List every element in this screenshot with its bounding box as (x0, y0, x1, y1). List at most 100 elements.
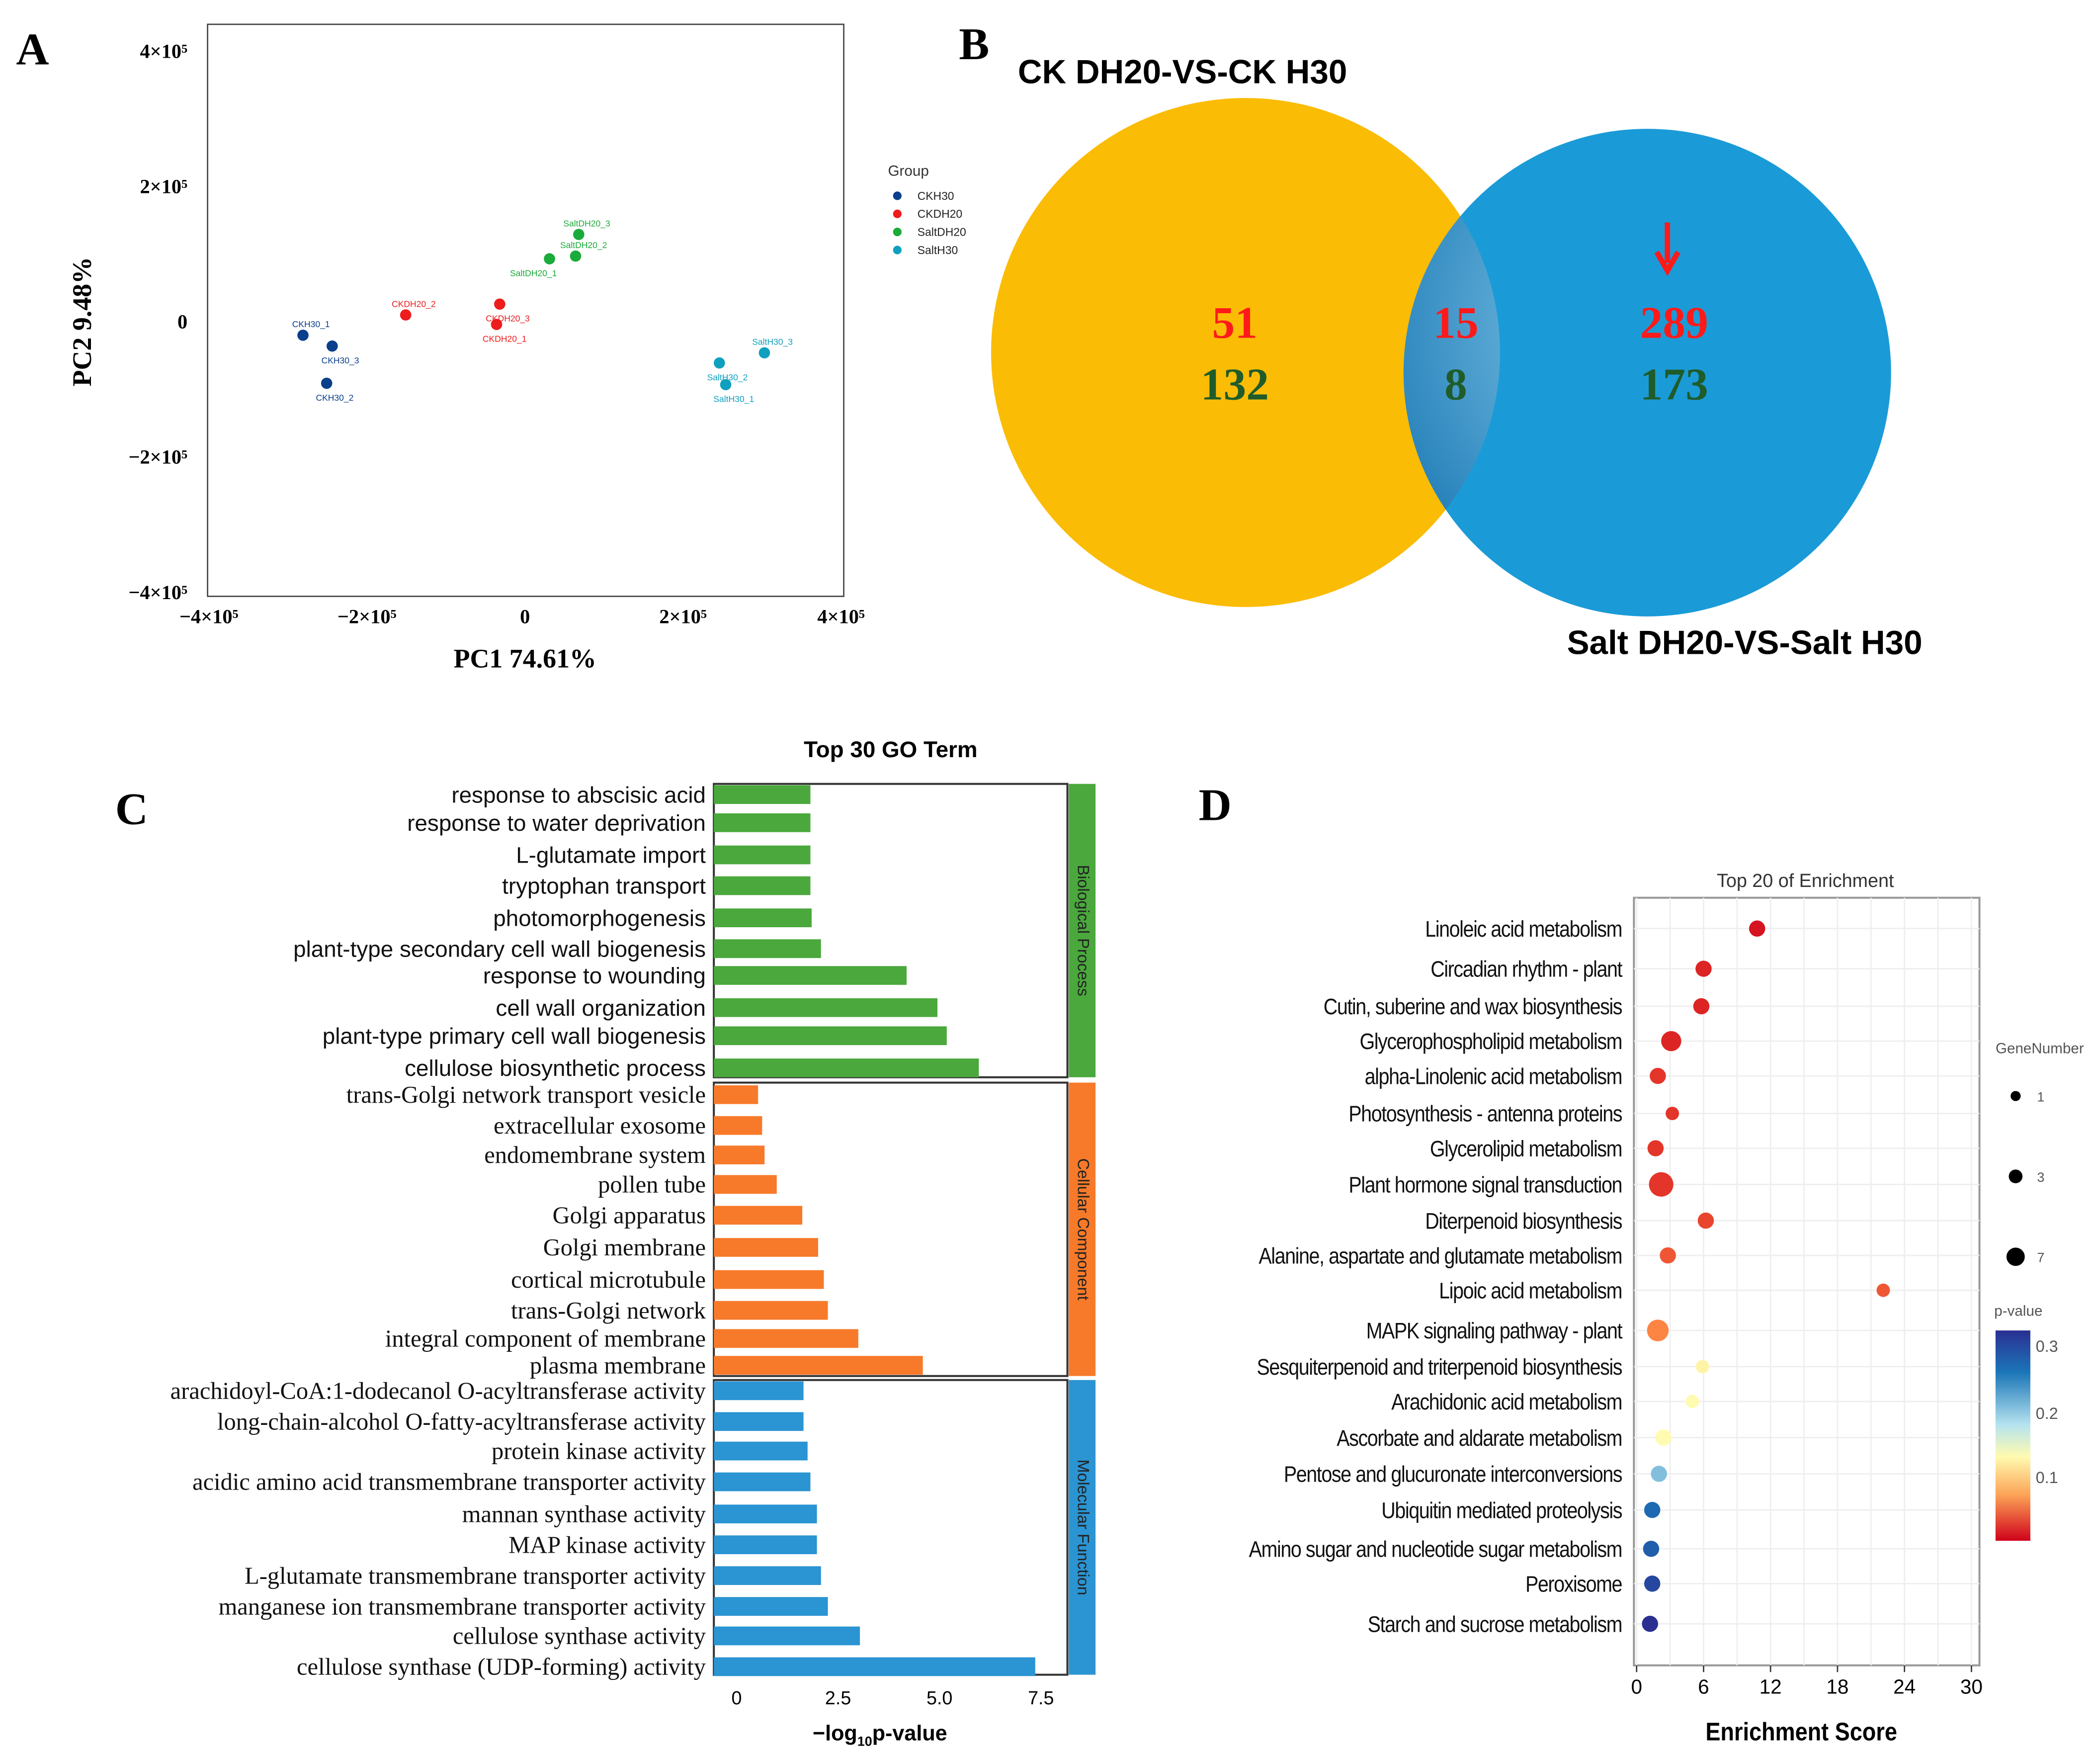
bar (714, 1329, 858, 1348)
term-label: plant-type primary cell wall biogenesis (323, 1023, 706, 1049)
bar (714, 1472, 811, 1492)
bar (714, 1116, 762, 1135)
y-tick-label: −4×10⁵ (128, 581, 187, 604)
enrichment-point (1644, 1576, 1661, 1592)
legend-marker (893, 191, 902, 200)
point-label: SaltH30_3 (752, 337, 793, 348)
bar (714, 1206, 803, 1225)
term-label: endomembrane system (484, 1142, 706, 1168)
data-point (714, 357, 725, 369)
term-label: Glycerophospholipid metabolism (1359, 1029, 1622, 1054)
category-label: Biological Process (1075, 865, 1092, 996)
term-label: L-glutamate import (516, 843, 706, 868)
size-legend-marker (2009, 1169, 2023, 1183)
enrichment-point (1749, 920, 1765, 937)
data-point (491, 319, 503, 330)
bar (714, 998, 938, 1017)
size-legend-marker (2006, 1247, 2025, 1266)
point-label: CKH30_2 (316, 393, 353, 403)
up-count: 15 (1433, 297, 1479, 348)
enrichment-point (1685, 1395, 1699, 1408)
bar (714, 966, 907, 985)
point-label: SaltH30_1 (713, 394, 754, 405)
color-legend-tick: 0.2 (2036, 1405, 2058, 1422)
x-tick-label: 6 (1698, 1675, 1709, 1698)
term-label: protein kinase activity (492, 1438, 706, 1465)
size-legend-marker (2011, 1091, 2021, 1101)
x-axis-label: PC1 74.61% (454, 643, 596, 673)
panel-label-a: A (16, 24, 49, 75)
term-label: cellulose synthase (UDP-forming) activit… (297, 1654, 706, 1680)
panel-label-d: D (1199, 779, 1232, 830)
enrichment-point (1876, 1283, 1890, 1297)
bar (714, 1535, 817, 1555)
down-count: 132 (1201, 358, 1269, 409)
x-tick-label: 0 (1631, 1675, 1642, 1698)
x-tick-label: 2.5 (825, 1687, 851, 1708)
venn-circle-ck (991, 98, 1500, 608)
bar (714, 1504, 817, 1524)
term-label: Lipoic acid metabolism (1439, 1278, 1622, 1304)
bar (714, 939, 821, 958)
legend-title: Group (888, 163, 928, 179)
enrichment-point (1643, 1540, 1660, 1557)
term-label: arachidoyl-CoA:1-dodecanol O-acyltransfe… (170, 1378, 706, 1404)
bar (714, 1270, 824, 1289)
chart-title: Top 20 of Enrichment (1717, 870, 1894, 891)
term-label: trans-Golgi network (511, 1298, 706, 1324)
bar (714, 1441, 808, 1461)
panel-a-pca: A −4×10⁵ −2×10⁵ 0 2×10⁵ 4×10⁵ 4×10⁵ 2×10⁵ 0 −2×10… (16, 23, 966, 673)
point-label: CKDH20_1 (483, 334, 527, 345)
point-label: SaltDH20_2 (560, 240, 607, 251)
y-tick-label: 4×10⁵ (140, 40, 187, 62)
enrichment-point (1647, 1140, 1664, 1156)
data-point (297, 329, 309, 341)
legend-label: CKDH20 (918, 207, 962, 220)
enrichment-point (1642, 1615, 1658, 1632)
term-label: pollen tube (598, 1172, 706, 1198)
bar (714, 1412, 804, 1431)
bar (714, 1301, 828, 1320)
panel-label-c: C (115, 784, 148, 834)
x-tick-label: 7.5 (1028, 1687, 1054, 1708)
down-arrow-icon (1654, 222, 1680, 276)
bar (714, 845, 811, 865)
x-axis-label-sub: 10 (857, 1734, 872, 1749)
color-legend-tick: 0.3 (2036, 1337, 2058, 1355)
bar (714, 1145, 765, 1164)
term-label: extracellular exosome (494, 1113, 706, 1139)
bar (714, 1381, 804, 1401)
term-label: manganese ion transmembrane transporter … (219, 1593, 706, 1620)
data-point (321, 377, 333, 389)
category-strip (1069, 1082, 1096, 1376)
y-axis-label: PC2 9.48% (67, 257, 97, 386)
enrichment-point (1661, 1031, 1681, 1052)
x-axis-label-suffix: p-value (872, 1722, 947, 1746)
panel-c-go-bars: C Top 30 GO Term Biological Process respons… (115, 737, 1096, 1749)
x-axis-label: Enrichment Score (1705, 1718, 1897, 1746)
category-strip (1069, 784, 1096, 1077)
term-label: Arachidonic acid metabolism (1391, 1389, 1622, 1414)
x-tick-label: 5.0 (926, 1687, 952, 1708)
venn-circle-salt (1403, 129, 1891, 616)
term-label: Sesquiterpenoid and triterpenoid biosynt… (1257, 1354, 1622, 1380)
bar (714, 1356, 923, 1375)
bar (714, 1597, 828, 1616)
chart-title: Top 30 GO Term (804, 737, 977, 762)
term-label: tryptophan transport (502, 874, 706, 899)
category-label: Molecular Function (1075, 1460, 1092, 1595)
legend-marker (893, 246, 902, 255)
category-label: Cellular Component (1075, 1158, 1092, 1301)
data-point (544, 253, 555, 264)
plot-frame (1633, 896, 1981, 1667)
term-label: trans-Golgi network transport vesicle (346, 1082, 706, 1108)
term-label: MAP kinase activity (508, 1532, 706, 1558)
enrichment-point (1644, 1501, 1661, 1518)
bar (714, 1058, 979, 1077)
bar (714, 785, 811, 804)
bar (714, 813, 811, 832)
term-label: Ascorbate and aldarate metabolism (1337, 1425, 1622, 1451)
x-axis-label: −log10p-value (813, 1722, 947, 1749)
enrichment-point (1655, 1429, 1672, 1446)
